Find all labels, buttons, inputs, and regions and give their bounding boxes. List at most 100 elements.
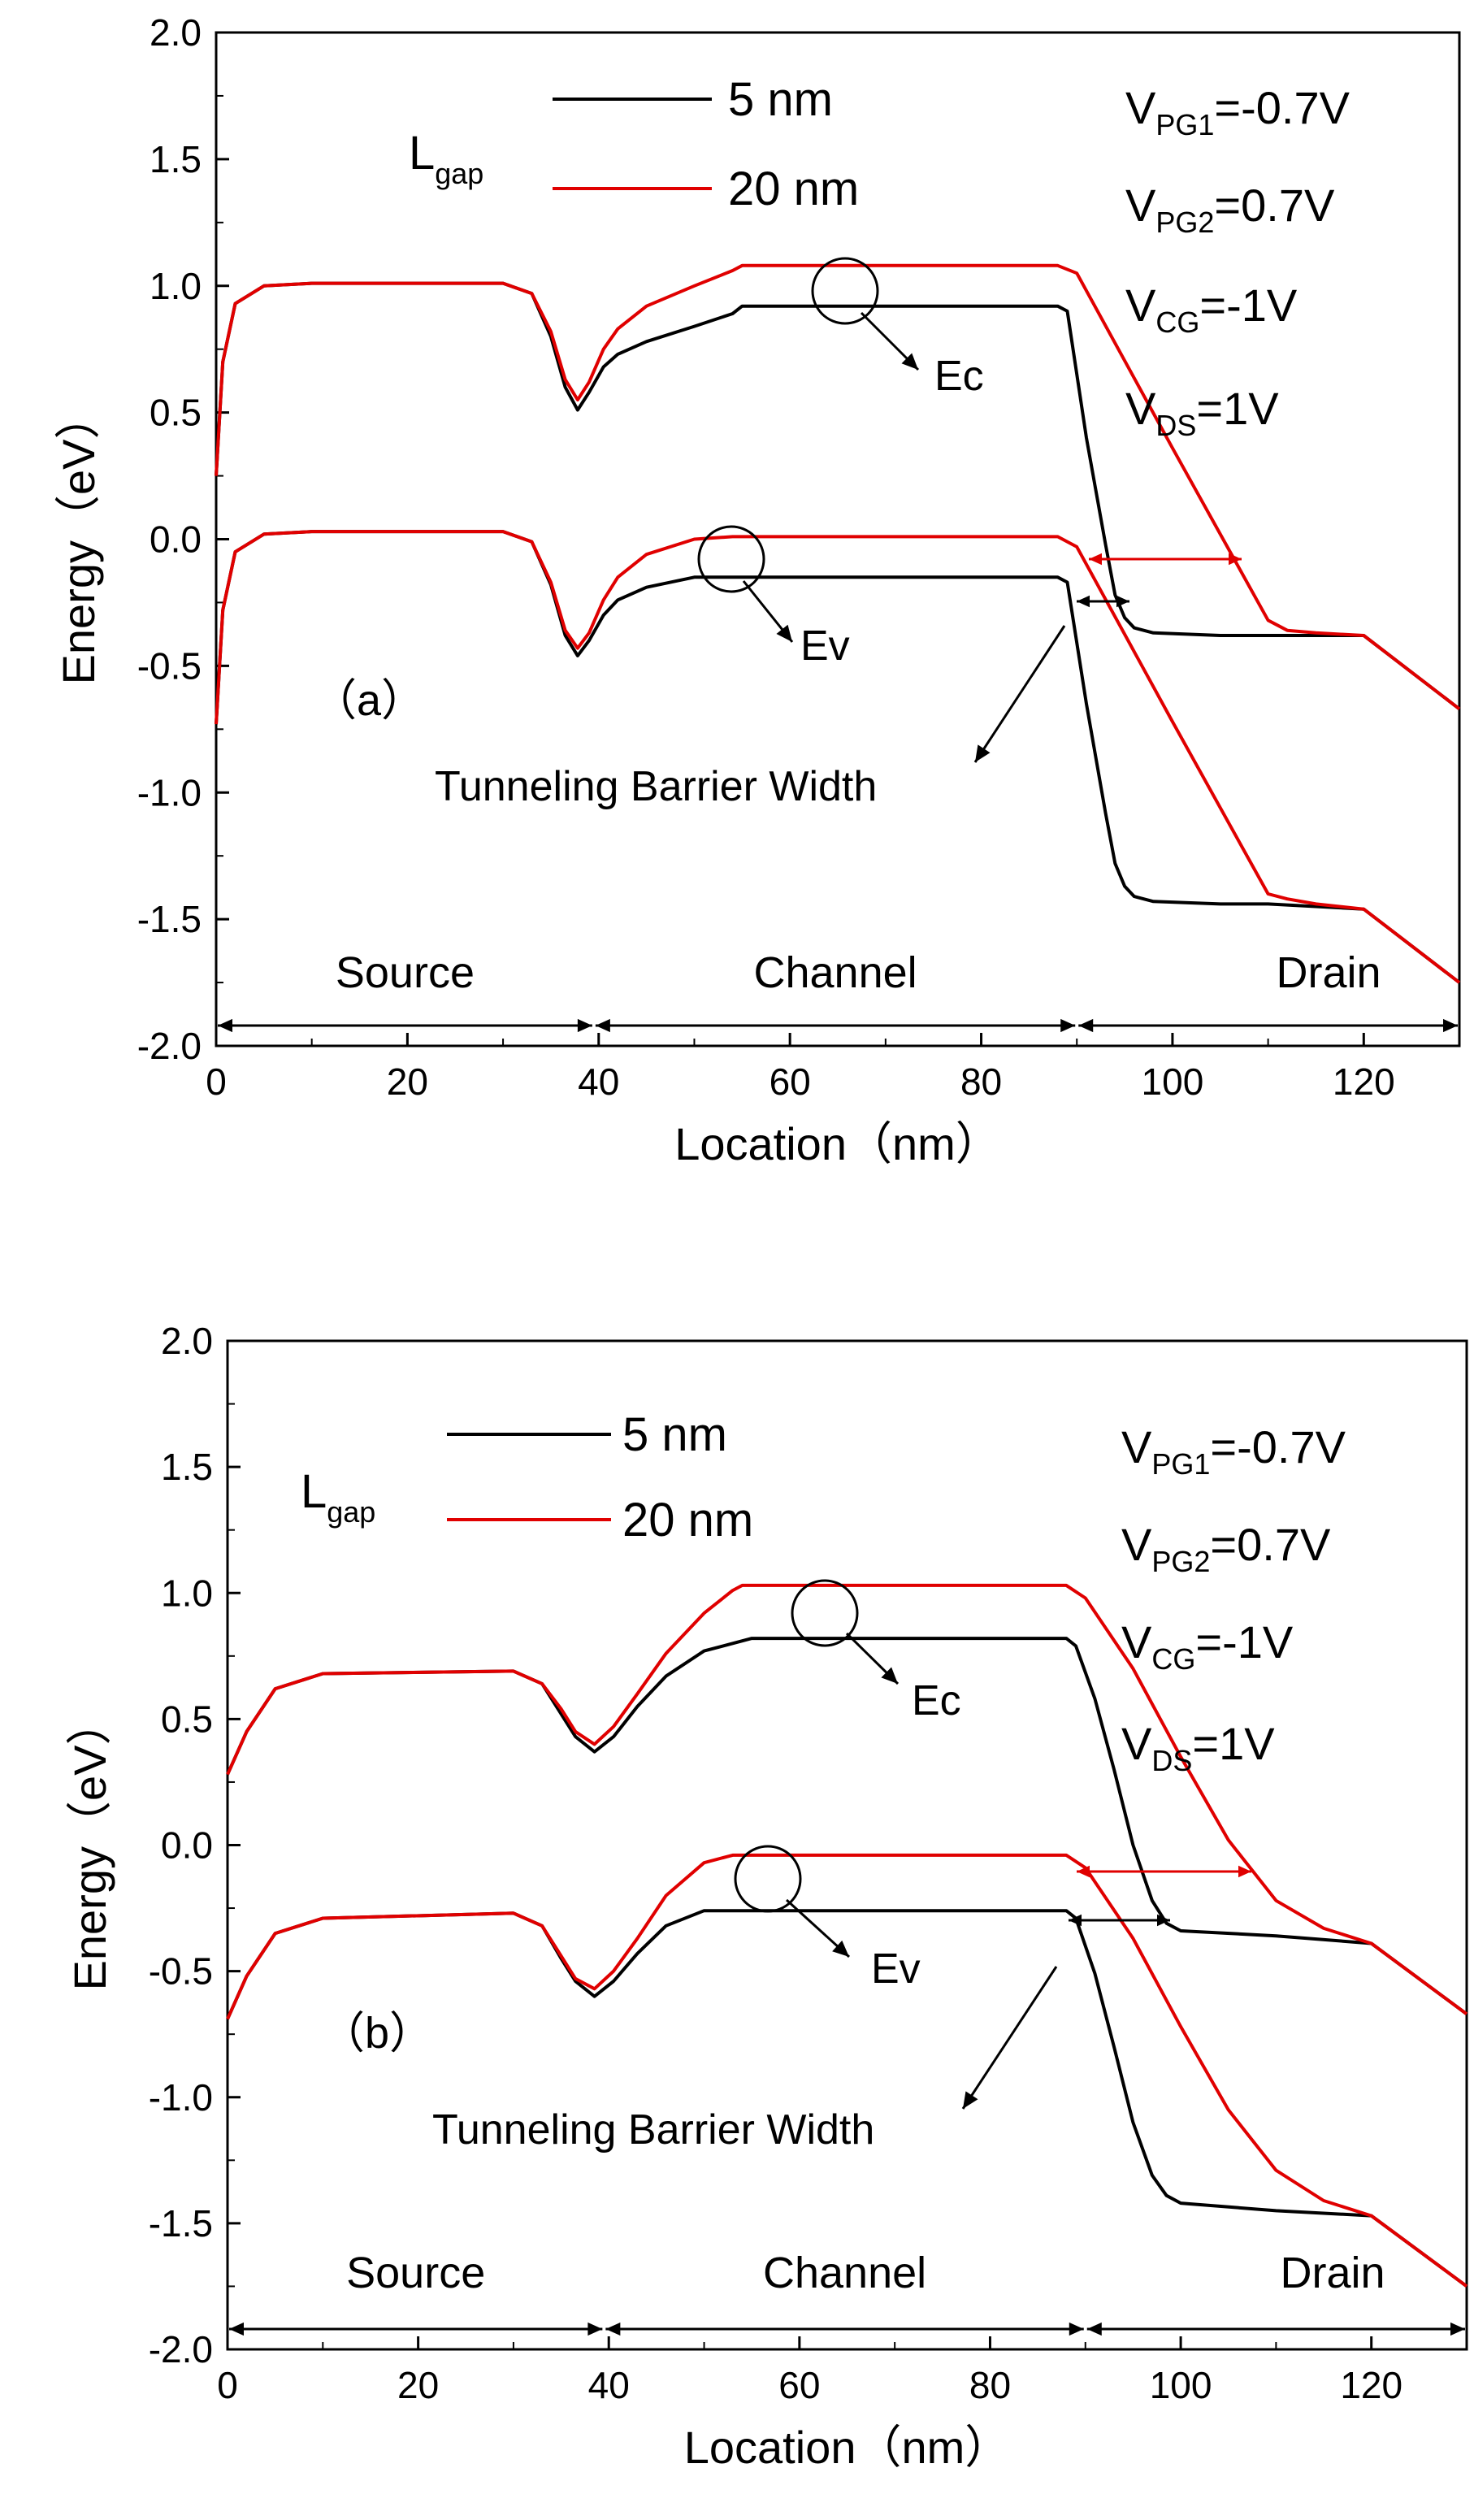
region-arrowhead: [1069, 2322, 1084, 2336]
bias-condition: VDS=1V: [1121, 1718, 1275, 1777]
ec-arrowhead: [901, 353, 918, 370]
region-label-source: Source: [346, 2249, 485, 2297]
x-tick-label: 100: [1142, 1060, 1204, 1103]
bias-value: =-1V: [1195, 1616, 1293, 1668]
chart-panel-b: 2.0 1.5 1.0 0.5 0.0 -0.5 -1.0 -1.5 -2.00 20 40 60 80…: [64, 1320, 1468, 2473]
y-tick-label: 0.0: [161, 1824, 213, 1867]
region-arrowhead: [1443, 1018, 1458, 1033]
barrier-arrowhead: [1077, 595, 1090, 608]
x-tick-label: 0: [206, 1060, 227, 1103]
x-tick-label: 20: [397, 2364, 439, 2406]
legend-title-sub: gap: [435, 157, 483, 190]
ev-marker-circle: [734, 1845, 802, 1913]
bias-value: =-0.7V: [1214, 82, 1350, 133]
barrier-label: Tunneling Barrier Width: [432, 2106, 874, 2153]
y-tick-label: 2.0: [150, 11, 202, 54]
x-tick-label: 60: [770, 1060, 811, 1103]
x-tick-label: 100: [1150, 2364, 1212, 2406]
series-line-5-nm-ev: [215, 530, 1461, 984]
plot-frame: [226, 1339, 1468, 2351]
panel-label: （a）: [313, 676, 425, 725]
barrier-arrowhead: [1069, 1914, 1082, 1927]
x-tick-label: 80: [969, 2364, 1011, 2406]
bias-condition: VCG=-1V: [1125, 280, 1298, 339]
ev-label: Ev: [800, 622, 850, 670]
ev-arrowhead: [832, 1940, 849, 1957]
region-arrowhead: [1450, 2322, 1465, 2336]
region-label-drain: Drain: [1276, 948, 1381, 997]
bias-condition: VPG1=-0.7V: [1125, 82, 1350, 141]
bias-condition: VPG2=0.7V: [1121, 1519, 1331, 1578]
barrier-pointer-arrowhead: [963, 2091, 978, 2109]
x-tick-label: 40: [578, 1060, 619, 1103]
bias-main: V: [1125, 180, 1156, 231]
region-label-channel: Channel: [763, 2249, 926, 2297]
ec-label: Ec: [934, 353, 984, 400]
bias-sub: DS: [1151, 1744, 1192, 1777]
legend-title-sub: gap: [327, 1495, 375, 1529]
y-tick-label: 1.5: [161, 1446, 213, 1488]
series-line-5-nm-ev: [226, 1909, 1468, 2288]
region-arrowhead: [218, 1018, 232, 1033]
bias-main: V: [1121, 1519, 1152, 1570]
region-label-drain: Drain: [1280, 2249, 1385, 2297]
y-tick-label: 0.5: [150, 392, 202, 434]
ev-marker-circle: [697, 525, 765, 593]
ev-label: Ev: [871, 1945, 921, 1993]
y-tick-label: 0.0: [150, 518, 202, 561]
ev-arrowhead: [776, 624, 792, 642]
y-axis-title: Energy（eV）: [64, 1700, 115, 1991]
x-tick-label: 120: [1340, 2364, 1402, 2406]
legend-title: Lgap: [301, 1465, 375, 1529]
legend-entry: 20 nm: [622, 1494, 753, 1546]
x-tick-label: 80: [960, 1060, 1002, 1103]
y-tick-label: 1.0: [161, 1572, 213, 1614]
legend-entry: 5 nm: [622, 1408, 727, 1461]
bias-sub: DS: [1155, 409, 1196, 442]
barrier-label: Tunneling Barrier Width: [435, 763, 877, 810]
bias-value: =0.7V: [1210, 1519, 1331, 1570]
ec-arrowhead: [881, 1667, 898, 1684]
y-tick-label: 2.0: [161, 1320, 213, 1362]
bias-sub: PG1: [1151, 1447, 1210, 1481]
bias-main: V: [1125, 280, 1156, 331]
y-axis-title: Energy（eV）: [53, 394, 104, 685]
barrier-pointer-arrowhead: [975, 744, 991, 762]
series-line-20-nm-ec: [215, 263, 1461, 710]
region-arrowhead: [595, 1018, 610, 1033]
y-tick-label: -0.5: [137, 644, 202, 687]
barrier-arrowhead: [1157, 1914, 1170, 1927]
x-tick-label: 60: [778, 2364, 820, 2406]
barrier-arrowhead: [1089, 553, 1102, 566]
barrier-arrowhead: [1077, 1865, 1090, 1878]
legend-title-main: L: [409, 127, 435, 180]
ec-marker-circle: [811, 257, 879, 325]
region-arrowhead: [1060, 1018, 1076, 1033]
barrier-arrowhead: [1116, 595, 1129, 608]
series-line-5-nm-ec: [226, 1637, 1468, 2016]
y-tick-label: -2.0: [137, 1025, 202, 1067]
panel-label: （b）: [321, 2009, 433, 2058]
bias-sub: PG2: [1151, 1545, 1210, 1578]
x-axis-title: Location（nm）: [674, 1118, 1001, 1169]
y-tick-label: -1.5: [149, 2202, 213, 2245]
ec-marker-circle: [791, 1579, 859, 1647]
bias-sub: CG: [1155, 306, 1199, 339]
legend-title: Lgap: [409, 127, 483, 190]
region-arrowhead: [1086, 2322, 1102, 2336]
bias-condition: VCG=-1V: [1121, 1616, 1294, 1676]
x-tick-label: 20: [387, 1060, 428, 1103]
bias-condition: VPG1=-0.7V: [1121, 1421, 1346, 1481]
bias-value: =1V: [1196, 383, 1279, 434]
bias-sub: PG2: [1155, 206, 1214, 239]
barrier-arrowhead: [1229, 553, 1242, 566]
y-tick-label: 0.5: [161, 1698, 213, 1740]
y-tick-label: -1.0: [149, 2076, 213, 2119]
bias-value: =-1V: [1199, 280, 1297, 331]
region-arrowhead: [229, 2322, 244, 2336]
bias-sub: CG: [1151, 1642, 1195, 1676]
x-tick-label: 40: [588, 2364, 630, 2406]
region-arrowhead: [605, 2322, 621, 2336]
legend-title-main: L: [301, 1465, 327, 1518]
